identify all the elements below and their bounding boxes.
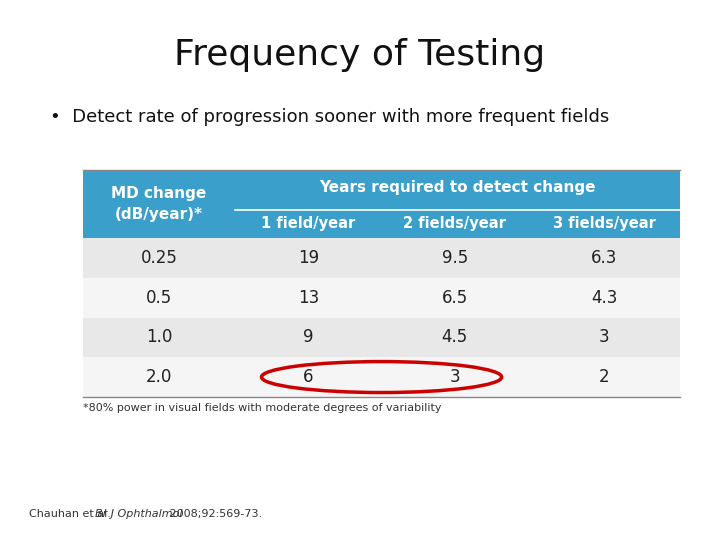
Text: 2008;92:569-73.: 2008;92:569-73. bbox=[166, 509, 262, 519]
Bar bbox=[83, 357, 680, 397]
Text: 6.5: 6.5 bbox=[441, 289, 468, 307]
Text: Frequency of Testing: Frequency of Testing bbox=[174, 38, 546, 72]
Text: •  Detect rate of progression sooner with more frequent fields: • Detect rate of progression sooner with… bbox=[50, 108, 610, 126]
Text: Br J Ophthalmol: Br J Ophthalmol bbox=[95, 509, 183, 519]
Text: 4.5: 4.5 bbox=[441, 328, 468, 346]
Text: 3 fields/year: 3 fields/year bbox=[553, 217, 656, 231]
Text: 3: 3 bbox=[599, 328, 610, 346]
Text: 9.5: 9.5 bbox=[441, 249, 468, 267]
Text: *80% power in visual fields with moderate degrees of variability: *80% power in visual fields with moderat… bbox=[83, 403, 441, 414]
Text: 2.0: 2.0 bbox=[146, 368, 172, 386]
Text: 6: 6 bbox=[303, 368, 314, 386]
Text: 1.0: 1.0 bbox=[146, 328, 172, 346]
Bar bbox=[83, 238, 680, 278]
Bar bbox=[83, 278, 680, 318]
Text: Chauhan et al.: Chauhan et al. bbox=[29, 509, 114, 519]
Text: 2 fields/year: 2 fields/year bbox=[403, 217, 506, 231]
Text: 1 field/year: 1 field/year bbox=[261, 217, 356, 231]
Text: 3: 3 bbox=[449, 368, 460, 386]
Text: 0.25: 0.25 bbox=[140, 249, 177, 267]
Bar bbox=[83, 318, 680, 357]
Text: 13: 13 bbox=[298, 289, 319, 307]
Text: 0.5: 0.5 bbox=[146, 289, 172, 307]
Text: 6.3: 6.3 bbox=[591, 249, 617, 267]
Text: Years required to detect change: Years required to detect change bbox=[320, 180, 596, 194]
Text: 2: 2 bbox=[599, 368, 610, 386]
Text: MD change
(dB/year)*: MD change (dB/year)* bbox=[112, 186, 207, 222]
Text: 19: 19 bbox=[298, 249, 319, 267]
Text: 9: 9 bbox=[303, 328, 314, 346]
Text: 4.3: 4.3 bbox=[591, 289, 617, 307]
Bar bbox=[83, 170, 680, 238]
